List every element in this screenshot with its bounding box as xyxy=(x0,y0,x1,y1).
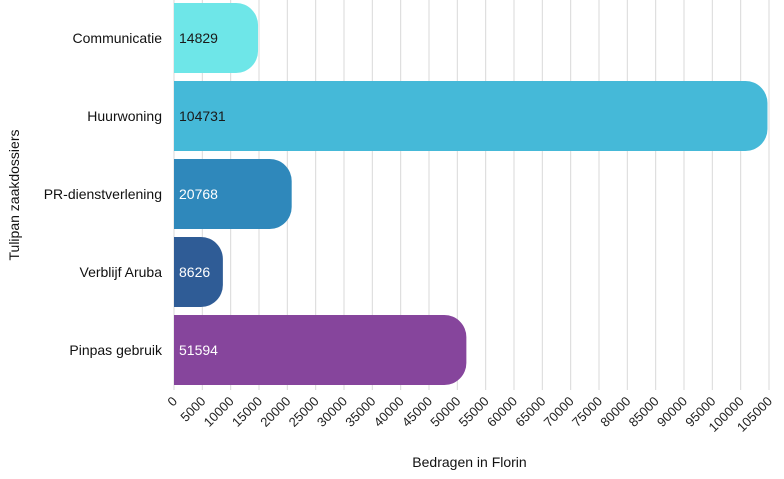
bar-pr-dienstverlening xyxy=(174,159,292,229)
x-tick-label: 45000 xyxy=(399,394,435,430)
category-label: Communicatie xyxy=(73,30,163,46)
x-tick-label: 60000 xyxy=(484,394,520,430)
x-tick-label: 85000 xyxy=(626,394,662,430)
y-axis-title: Tulipan zaakdossiers xyxy=(6,130,22,261)
x-tick-label: 65000 xyxy=(512,394,548,430)
x-tick-label: 25000 xyxy=(286,394,322,430)
x-tick-label: 50000 xyxy=(427,394,463,430)
x-tick-label: 35000 xyxy=(342,394,378,430)
category-label: Pinpas gebruik xyxy=(69,342,163,358)
x-axis-title: Bedragen in Florin xyxy=(412,454,526,470)
bar-communicatie xyxy=(174,3,259,73)
bar-huurwoning xyxy=(174,81,768,151)
x-tick-label: 75000 xyxy=(569,394,605,430)
x-tick-label: 10000 xyxy=(201,394,237,430)
x-tick-label: 20000 xyxy=(257,394,293,430)
x-tick-label: 80000 xyxy=(597,394,633,430)
bars-group: 14829 104731 20768 8626 51594 xyxy=(174,3,768,385)
x-tick-labels: 0500010000150002000025000300003500040000… xyxy=(164,394,775,435)
x-tick-label: 30000 xyxy=(314,394,350,430)
x-tick-label: 0 xyxy=(164,394,180,410)
x-tick-label: 15000 xyxy=(229,394,265,430)
bar-value-label: 20768 xyxy=(179,186,218,202)
category-label: Verblijf Aruba xyxy=(80,264,163,280)
bar-value-label: 8626 xyxy=(179,264,210,280)
bar-value-label: 14829 xyxy=(179,30,218,46)
bar-value-label: 51594 xyxy=(179,342,218,358)
gridlines xyxy=(173,0,770,390)
x-tick-label: 55000 xyxy=(456,394,492,430)
bar-value-label: 104731 xyxy=(179,108,226,124)
category-label: Huurwoning xyxy=(87,108,162,124)
bar-verblijf-aruba xyxy=(174,237,223,307)
x-tick-label: 40000 xyxy=(371,394,407,430)
bar-pinpas-gebruik xyxy=(174,315,467,385)
category-label: PR-dienstverlening xyxy=(44,186,162,202)
category-labels: Communicatie Huurwoning PR-dienstverlening… xyxy=(44,30,163,358)
x-tick-label: 70000 xyxy=(541,394,577,430)
x-tick-label: 90000 xyxy=(654,394,690,430)
